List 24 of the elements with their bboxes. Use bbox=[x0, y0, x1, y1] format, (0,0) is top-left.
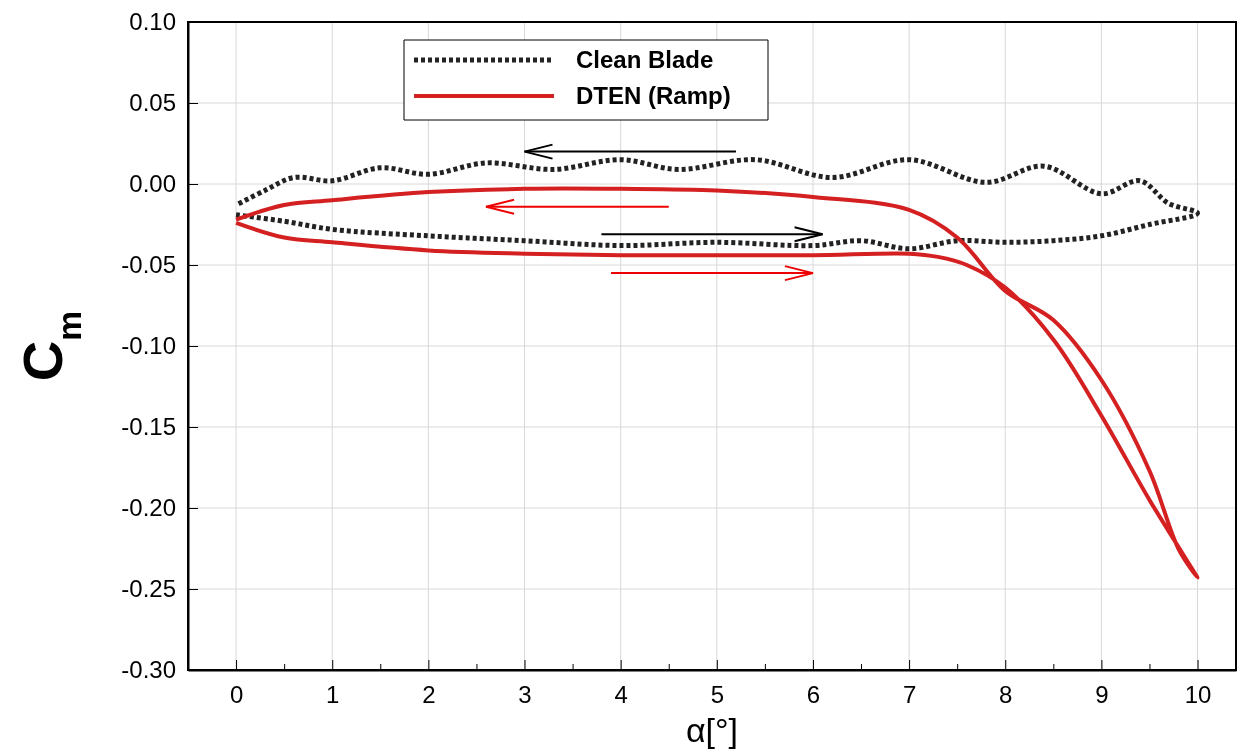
x-tick-label: 0 bbox=[229, 681, 244, 709]
x-tick-label: 9 bbox=[1095, 681, 1109, 709]
y-tick-label: -0.25 bbox=[121, 575, 176, 603]
y-tick-label: 0.00 bbox=[129, 170, 176, 198]
text: Clean Blade bbox=[576, 46, 714, 73]
x-tick-label: 8 bbox=[999, 681, 1013, 709]
x-tick-label: 1 bbox=[326, 681, 340, 709]
y-tick-label: -0.20 bbox=[121, 494, 176, 522]
x-tick-label: 5 bbox=[710, 681, 724, 709]
y-tick-label: 0.05 bbox=[129, 89, 176, 117]
y-tick-label: 0.10 bbox=[129, 8, 176, 36]
y-tick-label: -0.05 bbox=[121, 251, 176, 279]
x-tick-label: 6 bbox=[806, 681, 821, 709]
x-tick-label: 3 bbox=[518, 681, 532, 709]
y-tick-label: -0.30 bbox=[121, 656, 176, 684]
x-tick-label: 4 bbox=[614, 681, 628, 709]
line-series bbox=[234, 186, 1200, 580]
y-tick-label: -0.15 bbox=[121, 413, 176, 441]
x-tick-label: 2 bbox=[422, 681, 436, 709]
text: DTEN (Ramp) bbox=[576, 82, 731, 109]
x-tick-label: 7 bbox=[902, 681, 917, 709]
y-tick-label: -0.10 bbox=[121, 332, 176, 360]
x-tick-label: 10 bbox=[1184, 681, 1212, 709]
x-axis-title: α[°] bbox=[685, 711, 739, 749]
